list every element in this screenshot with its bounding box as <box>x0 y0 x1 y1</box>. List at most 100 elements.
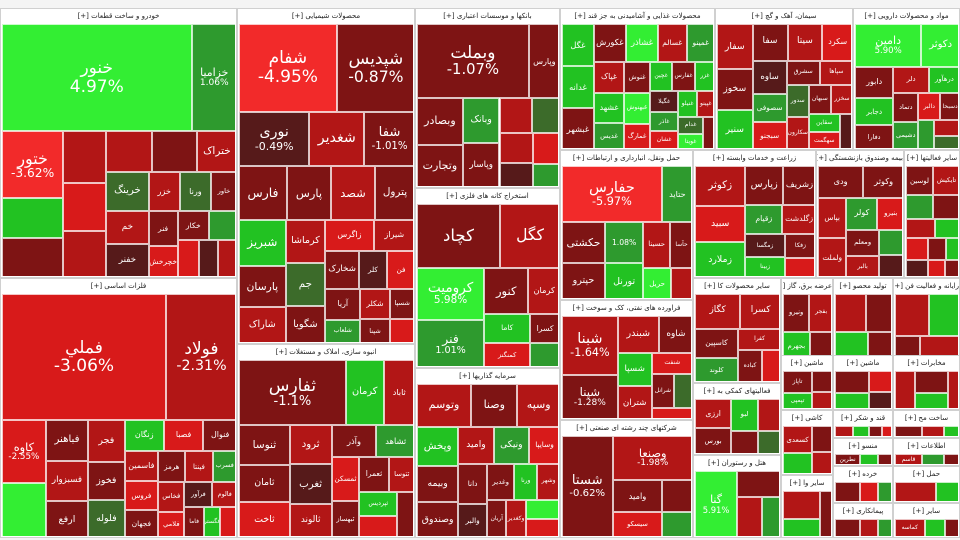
stock-tile[interactable]: وسایپا <box>529 426 558 464</box>
stock-tile[interactable] <box>532 133 558 164</box>
sector-header[interactable]: محصولات شیمیایی [+] <box>238 9 414 23</box>
stock-tile[interactable]: فملي -3.06% <box>2 294 166 421</box>
stock-tile[interactable] <box>918 120 935 148</box>
stock-tile[interactable]: شفام -4.95% <box>239 24 337 112</box>
stock-tile[interactable]: شنفت <box>651 352 691 375</box>
stock-tile[interactable] <box>757 399 779 432</box>
stock-tile[interactable]: غکورش <box>593 24 626 62</box>
stock-tile[interactable]: کمنگنز <box>484 342 531 366</box>
stock-tile[interactable]: وبانک <box>462 97 500 143</box>
stock-tile[interactable]: سفا <box>752 24 788 61</box>
stock-tile[interactable]: نطرین <box>835 454 861 464</box>
stock-tile[interactable]: فخاس <box>158 482 185 512</box>
stock-tile[interactable] <box>389 318 413 342</box>
stock-tile[interactable]: قاسم <box>895 454 923 464</box>
stock-tile[interactable]: کلوند <box>695 357 738 381</box>
stock-tile[interactable]: غویتا <box>678 133 703 148</box>
stock-tile[interactable]: شگویا <box>285 306 326 342</box>
stock-tile[interactable]: کرماشا <box>285 219 326 264</box>
sector-header[interactable]: فعالیتهای کمکی به [+] <box>694 384 780 398</box>
stock-tile[interactable]: غبهنوش <box>624 92 650 124</box>
stock-tile[interactable]: والبر <box>458 503 487 536</box>
stock-tile[interactable]: ومعلم <box>846 229 879 257</box>
stock-tile[interactable] <box>945 237 958 260</box>
sector-header[interactable]: بانکها و موسسات اعتباری [+] <box>416 9 559 23</box>
stock-tile[interactable]: سفار <box>717 24 753 69</box>
stock-tile[interactable] <box>922 454 944 464</box>
stock-tile[interactable] <box>860 454 878 464</box>
stock-tile[interactable]: ثبهساز <box>331 501 360 536</box>
stock-tile[interactable]: شلعاب <box>325 319 361 342</box>
stock-tile[interactable]: شکلر <box>360 289 390 319</box>
sector-header[interactable]: فراورده های نفتی، کک و سوخت [+] <box>561 301 692 315</box>
stock-tile[interactable] <box>835 331 869 359</box>
sector-header[interactable]: سایر وا [+] <box>782 476 832 490</box>
sector-header[interactable]: بیمه وصندوق بازنشستگی [+] <box>817 151 903 165</box>
stock-tile[interactable]: فجهان <box>124 509 159 536</box>
stock-tile[interactable]: زشریف <box>783 166 814 205</box>
stock-tile[interactable]: غشان <box>649 131 679 148</box>
stock-tile[interactable]: شتران <box>617 386 652 418</box>
stock-tile[interactable]: خزر <box>148 172 180 212</box>
stock-tile[interactable]: دفارا <box>855 125 894 148</box>
stock-tile[interactable]: آریان <box>487 499 507 536</box>
stock-tile[interactable]: ختور -3.62% <box>2 131 64 199</box>
stock-tile[interactable]: ساوه <box>752 60 787 94</box>
stock-tile[interactable] <box>397 492 413 536</box>
stock-tile[interactable]: حآسا <box>670 222 691 269</box>
stock-tile[interactable]: شاوه <box>658 316 691 353</box>
stock-tile[interactable]: خم <box>106 210 149 245</box>
sector-header[interactable]: انبوه سازی، املاک و مستغلات [+] <box>238 345 414 359</box>
stock-tile[interactable] <box>670 268 691 298</box>
stock-tile[interactable] <box>2 238 64 276</box>
stock-tile[interactable]: فخوز <box>88 462 125 501</box>
stock-tile[interactable]: وکغدیر <box>506 499 526 536</box>
stock-tile[interactable]: غگل <box>562 24 594 66</box>
sector-header[interactable]: قند و شکر [+] <box>834 411 892 425</box>
stock-tile[interactable]: زفکا <box>784 234 814 258</box>
stock-tile[interactable]: ورنا <box>179 172 211 212</box>
stock-tile[interactable]: شبنا -1.64% <box>562 316 618 375</box>
stock-tile[interactable]: وتوسم <box>417 384 472 427</box>
stock-tile[interactable] <box>944 259 958 276</box>
stock-tile[interactable]: بپاس <box>818 197 847 238</box>
sector-header[interactable]: خودرو و ساخت قطعات [+] <box>1 9 236 23</box>
stock-tile[interactable]: شخارک <box>325 250 359 290</box>
sector-header[interactable]: کاشی [+] <box>782 411 832 425</box>
stock-tile[interactable]: غشهد <box>593 92 625 124</box>
stock-tile[interactable]: پارس <box>287 166 331 220</box>
sector-header[interactable]: عرضه برق، گاز [+] <box>782 279 832 293</box>
stock-tile[interactable]: غنیلو <box>678 91 697 118</box>
sector-header[interactable]: تولید محصو [+] <box>834 279 892 293</box>
sector-header[interactable]: سایر [+] <box>894 504 959 518</box>
stock-tile[interactable]: ورنا <box>514 463 538 500</box>
stock-tile[interactable] <box>878 229 902 256</box>
stock-tile[interactable] <box>762 497 779 536</box>
stock-tile[interactable] <box>915 371 948 393</box>
stock-tile[interactable]: خنور 4.97% <box>2 24 192 132</box>
stock-tile[interactable]: ختراک <box>196 131 235 172</box>
stock-tile[interactable]: زبینا <box>745 257 785 276</box>
stock-tile[interactable] <box>935 482 958 501</box>
stock-tile[interactable]: ثعمرا <box>359 457 389 492</box>
stock-tile[interactable]: فسبزوار <box>45 460 89 502</box>
stock-tile[interactable]: سنیر <box>717 109 753 148</box>
stock-tile[interactable]: وصنا <box>471 384 518 427</box>
sector-header[interactable]: زراعت و خدمات وابسته [+] <box>694 151 815 165</box>
stock-tile[interactable]: آریا <box>325 289 361 320</box>
stock-tile[interactable]: وشهر <box>537 463 558 500</box>
stock-tile[interactable]: هرمز <box>158 450 186 483</box>
stock-tile[interactable]: غچین <box>649 61 673 92</box>
stock-tile[interactable]: کروميت 5.98% <box>417 267 485 320</box>
stock-tile[interactable] <box>530 343 558 366</box>
stock-tile[interactable]: شاراک <box>239 307 286 342</box>
stock-tile[interactable]: بالبر <box>846 256 879 276</box>
stock-tile[interactable]: فنوال <box>203 420 235 451</box>
stock-tile[interactable]: 1.08% <box>604 222 644 264</box>
stock-tile[interactable]: حتاید <box>661 166 691 223</box>
stock-tile[interactable]: کولر <box>846 197 878 230</box>
stock-tile[interactable]: کسعدی <box>783 426 813 454</box>
stock-tile[interactable] <box>731 431 759 453</box>
stock-tile[interactable] <box>927 237 946 260</box>
stock-tile[interactable] <box>906 237 928 260</box>
